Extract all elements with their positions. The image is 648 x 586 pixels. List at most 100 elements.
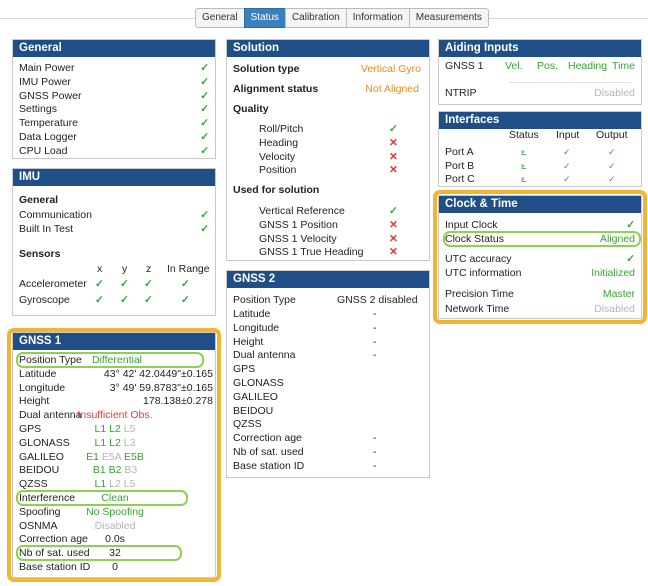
aiding-pos: Pos. [537, 60, 559, 72]
gnss2-row-label: Dual antenna [233, 349, 296, 362]
general-row-label: Temperature [19, 117, 78, 130]
general-row-label: Main Power [19, 62, 75, 74]
quality-label: Heading [259, 136, 299, 149]
gnss1-row: GPS L1 L2 L5 [19, 422, 209, 436]
quality-row: Roll/Pitch ✓ [233, 122, 423, 136]
general-row: Temperature ✓ [19, 116, 209, 130]
check-icon: ✓ [181, 294, 190, 306]
signal-band: B1 [92, 464, 106, 477]
gnss1-row-value: 178.138 [143, 395, 181, 408]
accuracy-value: ±0.165 [180, 381, 213, 394]
check-icon: ✓ [181, 278, 190, 290]
ntrip-value: Disabled [594, 87, 635, 99]
quality-row: Position ✕ [233, 163, 423, 177]
gnss1-row-label: GPS [19, 423, 42, 435]
gnss1-row-value: 43° 42' 42.0449" [103, 367, 181, 380]
gnss1-row: GLONASS L1 L2 L3 [19, 436, 209, 450]
gnss2-row-label: Nb of sat. used [233, 446, 304, 458]
check-icon: ✓ [200, 103, 209, 116]
gnss1-row: Longitude 3° 49' 59.8783" ±0.165 [19, 381, 213, 395]
cross-icon: ✕ [389, 136, 398, 149]
gnss2-row-label: GPS [233, 363, 256, 376]
port-label: Port B [445, 159, 475, 172]
signal-band: L1 [94, 478, 107, 491]
used-row: GNSS 1 True Heading ✕ [233, 245, 423, 259]
check-icon: ✓ [144, 278, 153, 290]
gnss2-row: Longitude - [233, 321, 423, 335]
tab-status[interactable]: Status [243, 8, 286, 28]
general-row-label: GNSS Power [19, 89, 82, 102]
tab-general[interactable]: General [195, 8, 245, 28]
tab-measurements[interactable]: Measurements [408, 8, 489, 28]
gnss2-row-label: Base station ID [233, 459, 305, 472]
gnss1-row-value: 32 [109, 547, 121, 560]
gnss1-row-value: Disabled [94, 519, 136, 532]
cross-icon: ✕ [389, 232, 398, 245]
gnss1-row: Position Type Differential [19, 353, 209, 367]
interfaces-panel: Interfaces Status Input Output Port A ఽ ✓ ✓… [438, 111, 642, 187]
general-row-label: Settings [19, 103, 57, 116]
gnss1-row: Dual antenna Insufficient Obs. [19, 408, 209, 422]
gnss1-row-label: Spoofing [19, 505, 61, 518]
clock-status-label: Clock Status [445, 233, 504, 245]
aiding-ntrip-row: NTRIP Disabled [445, 86, 635, 100]
clock-status-row: Clock Status Aligned [445, 232, 635, 246]
aiding-heading: Heading [568, 60, 608, 72]
alignment-value: Not Aligned [365, 83, 419, 95]
gnss1-row-label: Base station ID [19, 561, 91, 573]
check-icon: ✓ [200, 62, 209, 74]
gnss1-row: Nb of sat. used 32 [19, 546, 209, 560]
quality-label: Position [259, 164, 297, 177]
col-output: Output [596, 129, 628, 141]
col-y: y [122, 263, 128, 275]
gnss2-row-value: - [373, 349, 377, 362]
gnss1-row-label: OSNMA [19, 519, 58, 532]
tab-calibration[interactable]: Calibration [284, 8, 347, 28]
imu-row-communication: Communication ✓ [19, 208, 209, 222]
signal-band: L2 [109, 423, 121, 435]
solution-type-value: Vertical Gyro [360, 63, 421, 75]
quality-label: Roll/Pitch [259, 123, 304, 135]
general-panel: General Main Power ✓ IMU Power ✓ GNSS Power ✓… [12, 39, 216, 159]
constellation-signals: L1 L2 L3 [19, 436, 211, 450]
gnss1-row: QZSS L1 L2 L5 [19, 477, 209, 491]
gnss1-row-label: GALILEO [19, 450, 64, 463]
signal-band: L5 [123, 423, 136, 435]
alignment-row: Alignment status Not Aligned [233, 82, 423, 96]
gnss2-panel: GNSS 2 Position Type GNSS 2 disabled Lati… [226, 270, 430, 478]
quality-row: Velocity ✕ [233, 150, 423, 164]
gnss2-row: Nb of sat. used - [233, 445, 423, 459]
link-icon: ఽ [521, 174, 527, 184]
gnss2-row-label: GLONASS [233, 377, 284, 389]
col-z: z [146, 263, 152, 275]
precision-time-row: Precision Time Master [445, 287, 635, 301]
sensor-label: Accelerometer [19, 278, 87, 290]
gnss2-row-value: - [373, 459, 377, 472]
tab-information[interactable]: Information [345, 8, 410, 28]
cross-icon: ✕ [389, 164, 398, 177]
gnss2-row-label: QZSS [233, 418, 262, 431]
gnss1-row-label: Latitude [19, 367, 57, 380]
gnss1-row: Correction age 0.0s [19, 532, 209, 546]
gnss1-row-label: Longitude [19, 381, 66, 394]
gnss1-row-value: Differential [92, 354, 142, 366]
gnss2-row: GALILEO [233, 390, 423, 404]
check-icon: ✓ [200, 223, 209, 235]
gnss1-title: GNSS 1 [13, 333, 215, 350]
row-highlight [16, 490, 188, 506]
check-icon: ✓ [200, 89, 209, 102]
gnss2-row: GPS [233, 362, 423, 376]
signal-band: L2 [109, 436, 121, 449]
used-heading: Used for solution [233, 184, 320, 196]
used-label: GNSS 1 True Heading [259, 246, 364, 259]
aiding-gnss-label: GNSS 1 [445, 60, 484, 72]
check-icon: ✓ [563, 147, 571, 157]
sensor-row-accelerometer: Accelerometer ✓ ✓ ✓ ✓ [19, 277, 209, 291]
signal-band: L1 [94, 436, 107, 449]
gnss1-panel: GNSS 1 Position Type Differential Latitude… [12, 332, 216, 578]
clock-title: Clock & Time [439, 196, 641, 213]
utc-info-row: UTC information Initialized [445, 266, 635, 280]
tab-bar: General Status Calibration Information M… [0, 8, 648, 28]
gnss1-highlight-frame [7, 328, 221, 582]
gnss2-row-value: - [373, 446, 377, 458]
